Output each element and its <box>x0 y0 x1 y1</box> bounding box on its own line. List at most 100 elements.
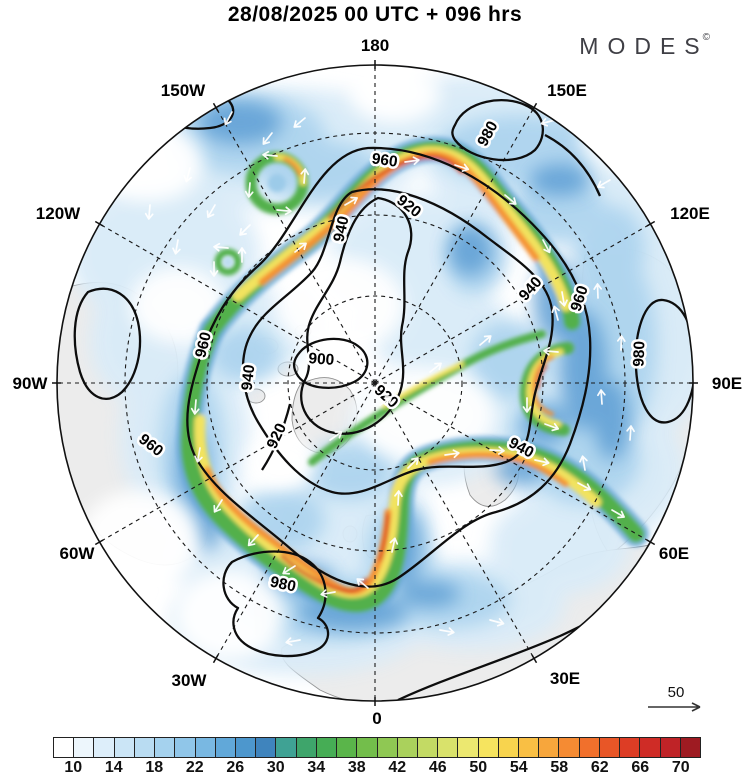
wind-arrow-icon <box>329 431 343 441</box>
wind-arrow-icon <box>543 346 559 356</box>
colorbar-cell-20 <box>458 738 479 757</box>
colorbar-cell-16 <box>377 738 398 757</box>
wind-arrow-icon <box>429 362 442 373</box>
wind-arrow-icon <box>489 446 505 455</box>
wind-arrow-icon <box>223 111 233 126</box>
reference-vector-arrow-icon <box>648 702 701 712</box>
colorbar-cell-25 <box>559 738 580 757</box>
colorbar-cell-5 <box>155 738 176 757</box>
wind-arrow-icon <box>285 637 301 646</box>
colorbar-tick-62: 62 <box>590 759 609 776</box>
wind-arrow-icon <box>551 305 560 321</box>
wind-arrow-icon <box>239 224 251 236</box>
wind-arrow-icon <box>489 618 505 627</box>
colorbar-tick-42: 42 <box>388 759 407 776</box>
lon-label-150W: 150W <box>161 81 206 100</box>
wind-arrow-icon <box>206 204 216 218</box>
colorbar-cell-28 <box>620 738 641 757</box>
colorbar-cell-7 <box>195 738 216 757</box>
lon-label-60W: 60W <box>60 544 96 563</box>
wind-arrow-icon <box>540 118 556 127</box>
wind-arrow-icon <box>237 247 247 263</box>
wind-arrow-icon <box>300 168 310 184</box>
wind-arrow-icon <box>394 490 403 506</box>
wind-arrow-icon <box>172 239 181 255</box>
colorbar-cell-29 <box>640 738 661 757</box>
lon-label-120E: 120E <box>670 204 710 223</box>
wind-arrow-icon <box>407 457 419 469</box>
wind-arrow-icon <box>293 117 306 128</box>
colorbar-tick-38: 38 <box>347 759 366 776</box>
wind-arrow-icon <box>244 182 254 198</box>
contour-label-960: 960 <box>371 150 399 170</box>
colorbar-tick-labels: 10 14 18 22 26 30 34 38 42 46 50 54 58 62 66 70 <box>53 759 701 779</box>
wind-arrow-icon <box>454 163 470 172</box>
lon-label-180: 180 <box>361 36 389 55</box>
wind-arrow-icon <box>209 261 219 277</box>
colorbar-cell-21 <box>478 738 499 757</box>
wind-arrow-icon <box>294 242 307 253</box>
wind-arrow-icon <box>544 422 560 432</box>
longitude-labels: 180 150W 150E 120W 120E 90W 90E 60W 60E 30W 30E 0 <box>13 36 743 728</box>
colorbar-tick-34: 34 <box>307 759 326 776</box>
colorbar-tick-14: 14 <box>104 759 123 776</box>
wind-arrow-icon <box>213 499 223 513</box>
wind-arrow-icon <box>597 389 606 405</box>
colorbar-cell-19 <box>438 738 459 757</box>
colorbar-cell-27 <box>599 738 621 757</box>
modes-logo: MODES© <box>579 32 710 60</box>
lon-label-90W: 90W <box>13 374 49 393</box>
reference-vector: 50 <box>648 684 701 712</box>
colorbar-cell-14 <box>337 738 358 757</box>
jet-streak-ribbons <box>175 136 649 617</box>
colorbar-tick-70: 70 <box>671 759 690 776</box>
colorbar-cell-12 <box>296 738 317 757</box>
wind-arrow-icon <box>579 455 588 471</box>
wind-arrow-icon <box>389 537 399 553</box>
wind-arrow-icon <box>282 565 296 575</box>
colorbar-tick-66: 66 <box>631 759 650 776</box>
colorbar-cell-6 <box>175 738 196 757</box>
colorbar-tick-46: 46 <box>428 759 447 776</box>
colorbar-cell-30 <box>660 738 681 757</box>
contour-label-980: 980 <box>631 341 649 367</box>
wind-arrow-icon <box>144 204 154 220</box>
wind-arrow-icon <box>190 399 200 415</box>
wind-arrow-icon <box>626 425 635 441</box>
wind-arrow-icon <box>262 150 278 160</box>
lon-label-120W: 120W <box>36 204 81 223</box>
reference-vector-value: 50 <box>668 684 685 701</box>
wind-arrow-icon <box>479 335 492 346</box>
lon-label-30E: 30E <box>550 669 580 688</box>
colorbar-cell-15 <box>357 738 378 757</box>
colorbar-tick-30: 30 <box>266 759 285 776</box>
small-vortex-core <box>223 257 233 267</box>
copyright-mark: © <box>702 32 710 43</box>
wind-arrow-icon <box>542 239 552 254</box>
colorbar-cell-9 <box>235 738 257 757</box>
wind-arrow-icon <box>616 335 626 351</box>
ring-vortex-core <box>268 174 286 192</box>
contour-label-940: 940 <box>239 364 259 392</box>
modes-logo-text: MODES <box>579 33 709 59</box>
colorbar-cell-23 <box>519 738 540 757</box>
colorbar-cell-0 <box>54 738 75 757</box>
wind-arrow-icon <box>577 482 592 492</box>
colorbar-cell-26 <box>579 738 600 757</box>
colorbar-cell-13 <box>316 738 338 757</box>
colorbar-tick-18: 18 <box>145 759 164 776</box>
colorbar-tick-26: 26 <box>226 759 245 776</box>
contour-label-900: 900 <box>308 350 335 369</box>
wind-arrow-icon <box>262 132 273 145</box>
wind-arrow-icon <box>504 194 517 205</box>
lon-label-150E: 150E <box>547 81 587 100</box>
colorbar-tick-54: 54 <box>509 759 528 776</box>
colorbar-cell-2 <box>94 738 115 757</box>
lon-label-0: 0 <box>372 709 381 728</box>
colorbar-cell-18 <box>417 738 439 757</box>
wind-arrow-icon <box>379 396 393 406</box>
graticule <box>57 65 693 701</box>
wind-arrow-icon <box>559 291 568 307</box>
